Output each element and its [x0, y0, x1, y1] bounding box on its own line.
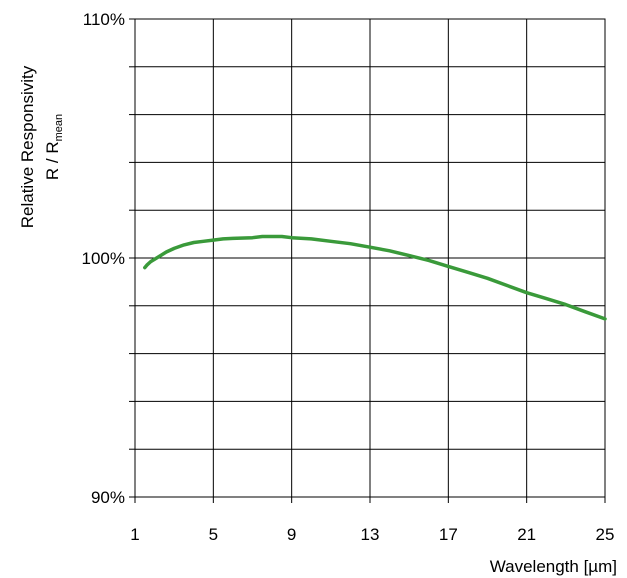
x-tick-label: 5 — [209, 525, 218, 544]
y-tick-labels: 90% 100% 110% — [82, 10, 125, 507]
x-tick-label: 21 — [517, 525, 536, 544]
series-line — [143, 234, 607, 321]
x-tick-label: 9 — [287, 525, 296, 544]
x-tick-label: 13 — [361, 525, 380, 544]
grid — [135, 19, 605, 497]
y-axis-title-main: R / R — [43, 141, 62, 180]
y-axis-subtitle: R / Rmean — [43, 114, 65, 180]
y-axis-title-line2: R / Rmean — [43, 114, 65, 180]
series — [143, 234, 607, 321]
y-tick-marks — [129, 18, 135, 498]
x-tick-label: 25 — [596, 525, 615, 544]
x-tick-labels: 1 5 9 13 17 21 25 — [130, 525, 614, 544]
y-axis-title-subscript: mean — [53, 114, 65, 142]
y-tick-label: 100% — [82, 249, 125, 268]
x-tick-marks — [134, 497, 606, 503]
y-tick-label: 110% — [83, 10, 125, 29]
x-tick-label: 17 — [439, 525, 458, 544]
y-tick-label: 90% — [91, 488, 125, 507]
x-tick-label: 1 — [130, 525, 139, 544]
y-axis-title: Relative Responsivity — [18, 65, 37, 228]
y-axis-title-line1: Relative Responsivity — [18, 65, 37, 228]
x-axis-title: Wavelength [µm] — [490, 557, 617, 576]
